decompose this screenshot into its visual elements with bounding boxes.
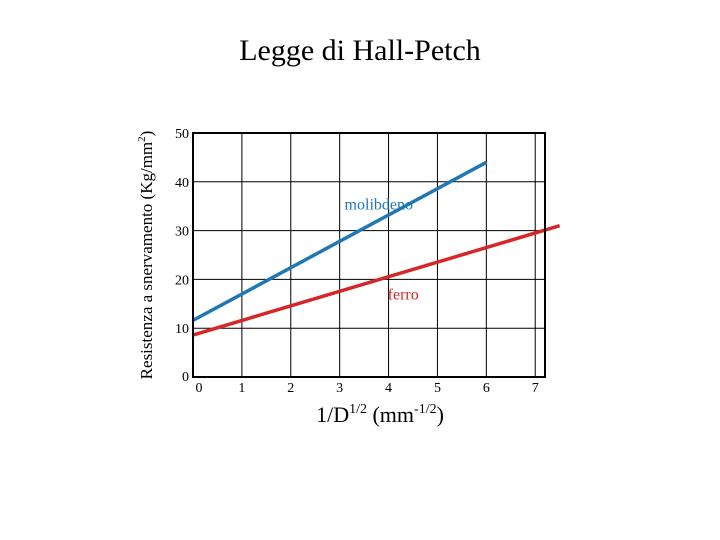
- x-tick-label: 3: [336, 381, 343, 396]
- y-tick-label: 30: [175, 225, 189, 240]
- x-tick-label: 6: [483, 381, 490, 396]
- x-tick-label: 4: [385, 381, 392, 396]
- series-labels: molibdeno ferro: [345, 197, 419, 304]
- series-lines: [192, 160, 561, 337]
- y-tick-label: 50: [175, 127, 189, 142]
- y-tick-label: 20: [175, 273, 189, 288]
- plot-frame: [192, 132, 546, 378]
- x-tick-label: 2: [287, 381, 294, 396]
- x-tick-label: 5: [434, 381, 441, 396]
- y-tick-label: 0: [182, 370, 189, 385]
- series-line-ferro: [192, 224, 561, 337]
- tick-labels: 0 1 2 3 4 5 6 7 0 10 20 30 40 50: [175, 127, 539, 396]
- y-axis-label: Resistenza a snervamento (Kg/mm2): [136, 131, 156, 380]
- grid: [193, 132, 545, 377]
- series-label-molibdeno: molibdeno: [345, 197, 413, 214]
- y-tick-label: 40: [175, 176, 189, 191]
- x-tick-label: 7: [532, 381, 539, 396]
- x-tick-label: 0: [196, 381, 203, 396]
- series-label-ferro: ferro: [388, 286, 419, 303]
- x-tick-label: 1: [238, 381, 245, 396]
- series-line-molibdeno: [192, 160, 488, 322]
- y-tick-label: 10: [175, 322, 189, 337]
- x-axis-label: 1/D1/2 (mm-1/2): [316, 402, 444, 427]
- chart-title: Legge di Hall-Petch: [239, 34, 481, 67]
